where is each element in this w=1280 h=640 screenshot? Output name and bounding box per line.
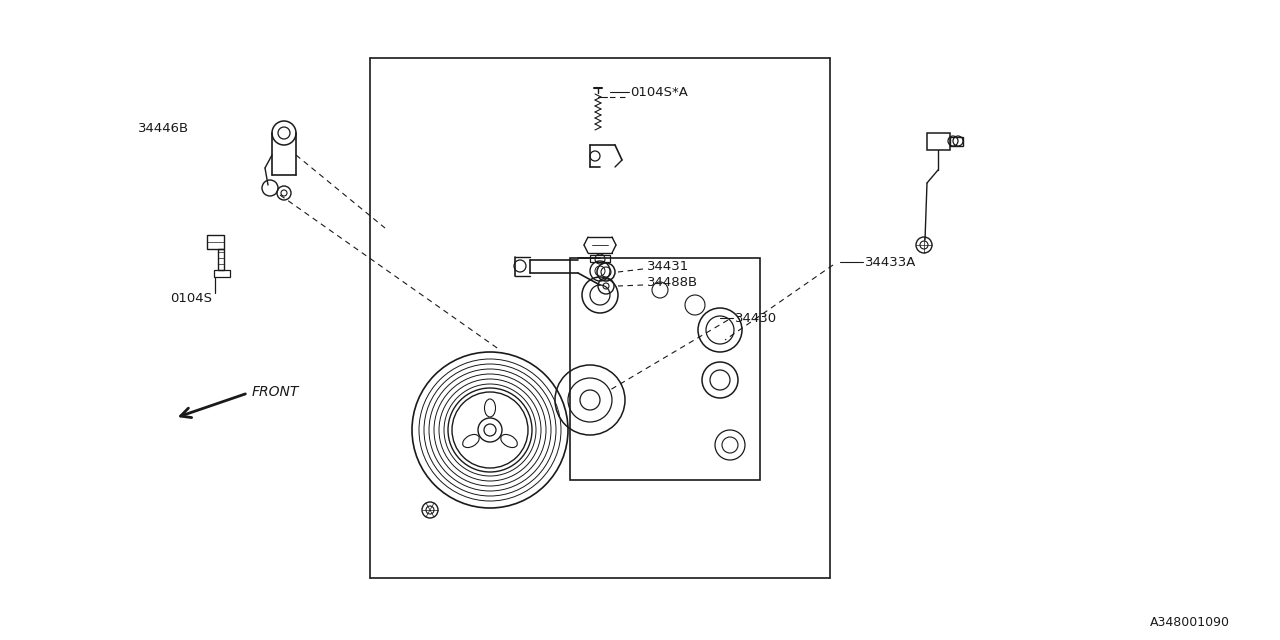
Bar <box>927 133 950 150</box>
Ellipse shape <box>485 399 495 417</box>
Text: 34433A: 34433A <box>865 255 916 269</box>
Text: A348001090: A348001090 <box>1149 616 1230 628</box>
Bar <box>570 258 760 480</box>
Ellipse shape <box>500 435 517 447</box>
Text: 34431: 34431 <box>646 260 689 273</box>
Bar <box>218 249 224 270</box>
Bar <box>207 235 224 249</box>
Text: 0104S: 0104S <box>170 291 212 305</box>
Bar <box>214 270 230 277</box>
Ellipse shape <box>462 435 479 447</box>
Text: 34430: 34430 <box>735 312 777 324</box>
Bar <box>950 137 963 146</box>
Text: FRONT: FRONT <box>252 385 300 399</box>
Bar <box>590 255 611 262</box>
Text: 34446B: 34446B <box>138 122 189 134</box>
Text: 34488B: 34488B <box>646 276 698 289</box>
Text: 0104S*A: 0104S*A <box>630 86 687 99</box>
